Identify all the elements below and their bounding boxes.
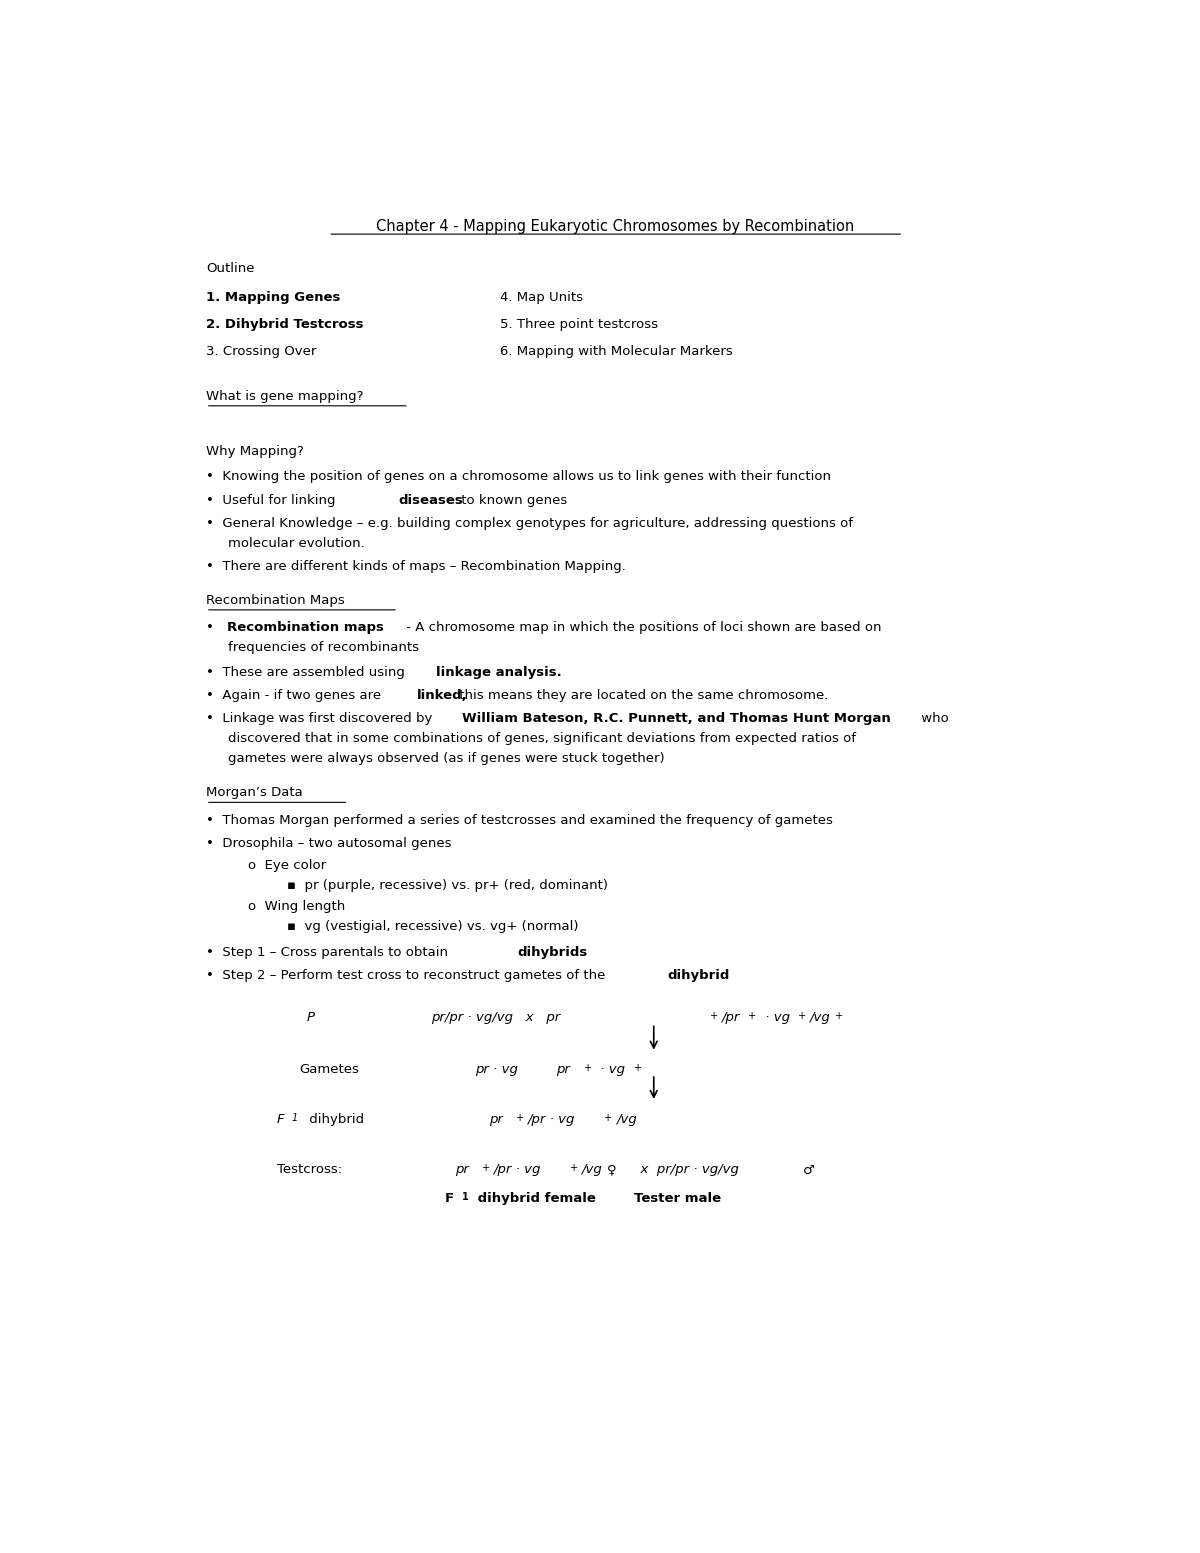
Text: Tester male: Tester male <box>634 1193 721 1205</box>
Text: •  Step 2 – Perform test cross to reconstruct gametes of the: • Step 2 – Perform test cross to reconst… <box>206 969 610 981</box>
Text: ♀: ♀ <box>607 1163 617 1177</box>
Text: frequencies of recombinants: frequencies of recombinants <box>228 641 419 654</box>
Text: ▪  vg (vestigial, recessive) vs. vg+ (normal): ▪ vg (vestigial, recessive) vs. vg+ (nor… <box>287 921 578 933</box>
Text: +: + <box>749 1011 756 1020</box>
Text: Recombination Maps: Recombination Maps <box>206 593 344 607</box>
Text: diseases: diseases <box>398 494 463 506</box>
Text: +: + <box>481 1163 490 1174</box>
Text: o  Eye color: o Eye color <box>248 859 326 871</box>
Text: •  Knowing the position of genes on a chromosome allows us to link genes with th: • Knowing the position of genes on a chr… <box>206 471 830 483</box>
Text: o  Wing length: o Wing length <box>248 901 346 913</box>
Text: Chapter 4 - Mapping Eukaryotic Chromosomes by Recombination: Chapter 4 - Mapping Eukaryotic Chromosom… <box>376 219 854 235</box>
Text: •: • <box>206 621 222 635</box>
Text: ▪  pr (purple, recessive) vs. pr+ (red, dominant): ▪ pr (purple, recessive) vs. pr+ (red, d… <box>287 879 608 891</box>
Text: x  pr/pr · vg/vg: x pr/pr · vg/vg <box>632 1163 743 1177</box>
Text: •  Thomas Morgan performed a series of testcrosses and examined the frequency of: • Thomas Morgan performed a series of te… <box>206 814 833 826</box>
Text: Testcross:: Testcross: <box>277 1163 342 1177</box>
Text: 4. Map Units: 4. Map Units <box>500 290 583 304</box>
Text: Gametes: Gametes <box>299 1064 359 1076</box>
Text: Morgan’s Data: Morgan’s Data <box>206 786 302 800</box>
Text: •  Again - if two genes are: • Again - if two genes are <box>206 690 385 702</box>
Text: molecular evolution.: molecular evolution. <box>228 537 365 550</box>
Text: pr: pr <box>490 1114 503 1126</box>
Text: 1: 1 <box>292 1114 298 1123</box>
Text: +: + <box>584 1064 592 1073</box>
Text: discovered that in some combinations of genes, significant deviations from expec: discovered that in some combinations of … <box>228 733 856 745</box>
Text: /pr: /pr <box>722 1011 740 1023</box>
Text: dihybrid female: dihybrid female <box>473 1193 596 1205</box>
Text: 1. Mapping Genes: 1. Mapping Genes <box>206 290 340 304</box>
Text: What is gene mapping?: What is gene mapping? <box>206 390 364 402</box>
Text: dihybrid: dihybrid <box>667 969 730 981</box>
Text: who: who <box>917 713 949 725</box>
Text: 6. Mapping with Molecular Markers: 6. Mapping with Molecular Markers <box>500 345 733 359</box>
Text: •  Useful for linking: • Useful for linking <box>206 494 340 506</box>
Text: /pr · vg: /pr · vg <box>528 1114 576 1126</box>
Text: /pr · vg: /pr · vg <box>494 1163 541 1177</box>
Text: ♂: ♂ <box>803 1163 815 1177</box>
Text: pr · vg: pr · vg <box>475 1064 518 1076</box>
Text: •  Linkage was first discovered by: • Linkage was first discovered by <box>206 713 437 725</box>
Text: Outline: Outline <box>206 262 254 275</box>
Text: F: F <box>444 1193 454 1205</box>
Text: dihybrids: dihybrids <box>517 946 588 958</box>
Text: •  Step 1 – Cross parentals to obtain: • Step 1 – Cross parentals to obtain <box>206 946 452 958</box>
Text: 3. Crossing Over: 3. Crossing Over <box>206 345 316 359</box>
Text: •  Drosophila – two autosomal genes: • Drosophila – two autosomal genes <box>206 837 451 849</box>
Text: pr: pr <box>556 1064 570 1076</box>
Text: Why Mapping?: Why Mapping? <box>206 446 304 458</box>
Text: •  These are assembled using: • These are assembled using <box>206 666 409 679</box>
Text: pr/pr · vg/vg   x   pr: pr/pr · vg/vg x pr <box>431 1011 559 1023</box>
Text: +: + <box>835 1011 844 1020</box>
Text: /vg: /vg <box>810 1011 832 1023</box>
Text: William Bateson, R.C. Punnett, and Thomas Hunt Morgan: William Bateson, R.C. Punnett, and Thoma… <box>462 713 890 725</box>
Text: +: + <box>634 1064 642 1073</box>
Text: +: + <box>709 1011 718 1020</box>
Text: 5. Three point testcross: 5. Three point testcross <box>500 318 659 331</box>
Text: +: + <box>516 1114 524 1123</box>
Text: •  There are different kinds of maps – Recombination Mapping.: • There are different kinds of maps – Re… <box>206 559 625 573</box>
Text: /vg: /vg <box>617 1114 637 1126</box>
Text: +: + <box>604 1114 612 1123</box>
Text: - A chromosome map in which the positions of loci shown are based on: - A chromosome map in which the position… <box>402 621 881 635</box>
Text: •  General Knowledge – e.g. building complex genotypes for agriculture, addressi: • General Knowledge – e.g. building comp… <box>206 517 853 530</box>
Text: 2. Dihybrid Testcross: 2. Dihybrid Testcross <box>206 318 364 331</box>
Text: · vg: · vg <box>596 1064 625 1076</box>
Text: pr: pr <box>455 1163 469 1177</box>
Text: this means they are located on the same chromosome.: this means they are located on the same … <box>455 690 829 702</box>
Text: F: F <box>277 1114 284 1126</box>
Text: to known genes: to known genes <box>457 494 568 506</box>
Text: dihybrid: dihybrid <box>305 1114 364 1126</box>
Text: +: + <box>798 1011 806 1020</box>
Text: 1: 1 <box>462 1193 468 1202</box>
Text: linked,: linked, <box>416 690 467 702</box>
Text: · vg: · vg <box>761 1011 790 1023</box>
Text: P: P <box>306 1011 314 1023</box>
Text: Recombination maps: Recombination maps <box>227 621 384 635</box>
Text: gametes were always observed (as if genes were stuck together): gametes were always observed (as if gene… <box>228 752 664 766</box>
Text: +: + <box>570 1163 578 1174</box>
Text: linkage analysis.: linkage analysis. <box>436 666 562 679</box>
Text: /vg: /vg <box>582 1163 604 1177</box>
